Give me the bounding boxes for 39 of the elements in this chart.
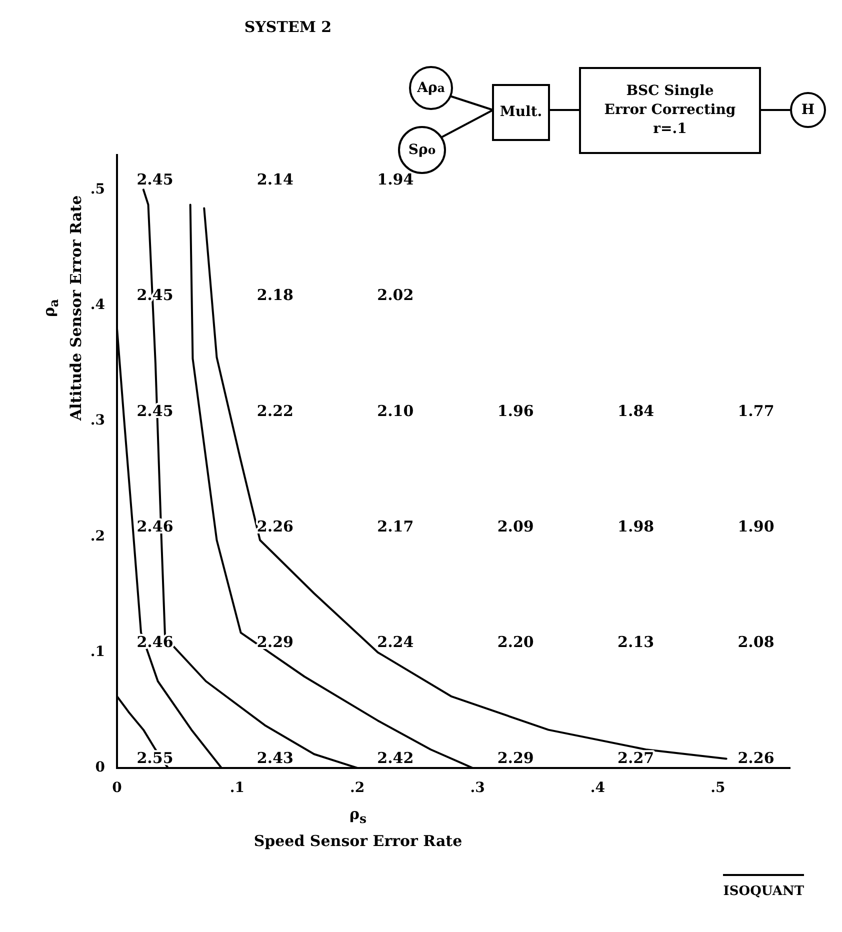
annotation: 2.42: [377, 748, 414, 767]
annotation: 2.24: [377, 633, 414, 652]
y-tick-label: .2: [90, 528, 105, 544]
y-tick-label: .5: [90, 181, 105, 198]
annotation: 2.02: [377, 286, 414, 304]
annotation: 2.14: [256, 170, 294, 188]
annotation: 1.96: [497, 402, 534, 420]
annotation: 2.17: [377, 517, 414, 536]
annotation: 2.45: [136, 170, 174, 188]
annotation: 2.20: [497, 633, 534, 652]
x-tick-label: .4: [590, 780, 606, 796]
y-tick-label: .1: [90, 644, 105, 660]
chart-title: SYSTEM 2: [243, 18, 333, 36]
annotation: 2.09: [497, 517, 534, 536]
x-tick-label: .3: [470, 780, 485, 796]
annotation: 2.29: [256, 633, 294, 652]
x-tick-label: .1: [230, 780, 244, 796]
annotation: 1.77: [738, 402, 774, 420]
annotation: 2.26: [738, 748, 774, 767]
y-tick-label: .4: [90, 297, 106, 313]
annotation: 2.08: [738, 633, 774, 652]
annotation: 2.10: [377, 402, 414, 420]
x-tick-label: .5: [710, 780, 726, 796]
annotation: 2.18: [256, 286, 294, 304]
text: ISOQUANT: [723, 884, 804, 899]
annotation: 2.43: [256, 748, 294, 767]
y-tick-label: .3: [90, 412, 105, 429]
x-tick-label: 0: [112, 780, 122, 796]
x-tick-label: .2: [350, 780, 365, 796]
annotation: 2.13: [618, 633, 654, 652]
annotation: 2.26: [256, 517, 294, 536]
annotation: 2.27: [618, 748, 654, 767]
annotation: 1.98: [618, 517, 654, 536]
annotation: 1.84: [618, 402, 654, 420]
x-axis-title: ρ$_{s}$ Speed Sensor Error Rate: [252, 804, 464, 852]
annotation: 2.29: [497, 748, 534, 767]
annotation: 1.90: [738, 517, 774, 536]
annotation: 2.22: [256, 402, 294, 420]
y-tick-label: 0: [95, 760, 106, 776]
